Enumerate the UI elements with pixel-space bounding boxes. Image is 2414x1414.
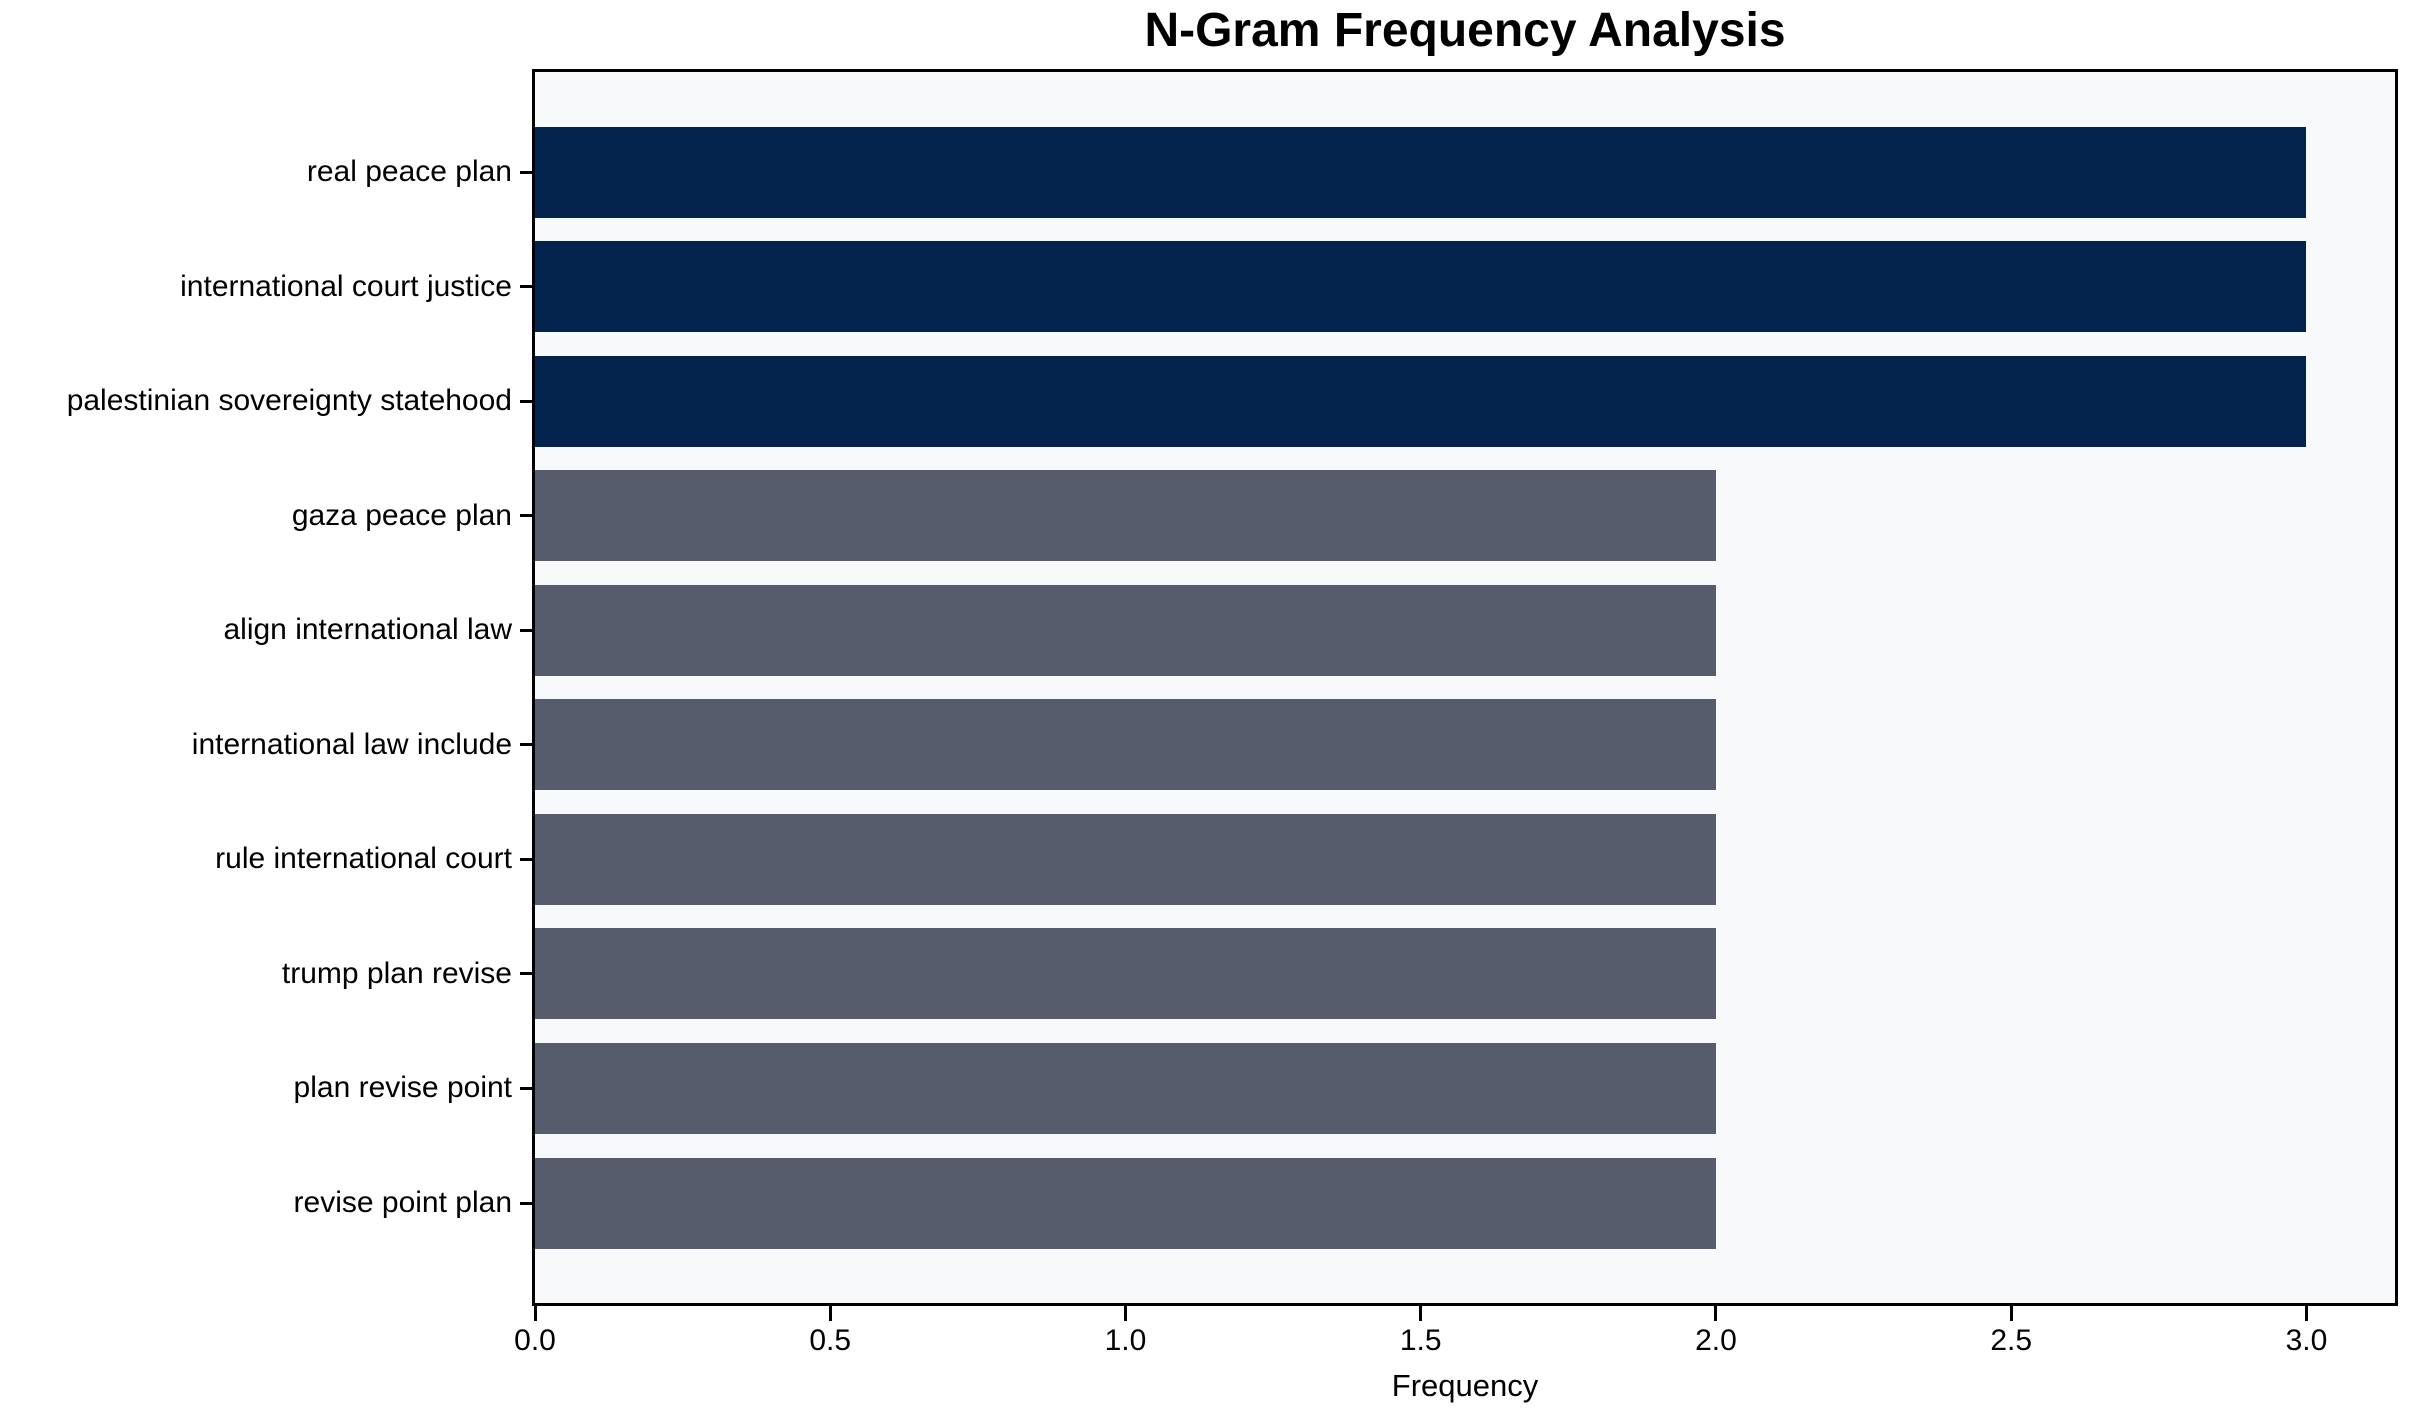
y-tick-mark — [520, 170, 534, 174]
plot-area — [532, 69, 2398, 1306]
y-tick-mark — [520, 743, 534, 747]
bar-real-peace-plan — [535, 126, 2307, 218]
x-tick-mark — [828, 1306, 832, 1321]
x-tick-mark — [1714, 1306, 1718, 1321]
x-tick-mark — [2304, 1306, 2308, 1321]
y-tick-label: international law include — [191, 727, 512, 761]
bar-international-court-justice — [535, 241, 2307, 333]
y-tick-mark — [520, 285, 534, 289]
x-tick-label: 1.0 — [1104, 1324, 1147, 1357]
x-tick-label: 2.5 — [1990, 1324, 2033, 1357]
y-tick-label: real peace plan — [306, 155, 512, 188]
x-tick-mark — [533, 1306, 537, 1321]
bar-revise-point-plan — [535, 1157, 1716, 1249]
y-tick-label: international court justice — [180, 269, 512, 303]
y-tick-mark — [520, 628, 534, 632]
y-tick-label: plan revise point — [293, 1071, 512, 1105]
bar-trump-plan-revise — [535, 928, 1716, 1020]
bar-gaza-peace-plan — [535, 470, 1716, 562]
y-tick-label: trump plan revise — [281, 956, 512, 990]
x-tick-mark — [1123, 1306, 1127, 1321]
x-tick-mark — [2009, 1306, 2013, 1321]
bar-align-international-law — [535, 584, 1716, 676]
bar-palestinian-sovereignty-statehood — [535, 355, 2307, 447]
x-tick-label: 1.5 — [1399, 1324, 1442, 1357]
x-tick-label: 0.0 — [514, 1324, 556, 1357]
bar-plan-revise-point — [535, 1042, 1716, 1134]
chart-title: N-Gram Frequency Analysis — [1144, 4, 1786, 57]
x-axis-label: Frequency — [1391, 1368, 1539, 1403]
x-tick-mark — [1419, 1306, 1423, 1321]
y-tick-label: revise point plan — [293, 1186, 512, 1220]
x-tick-label: 2.0 — [1695, 1324, 1737, 1357]
y-tick-mark — [520, 514, 534, 518]
y-tick-label: gaza peace plan — [291, 498, 512, 532]
x-tick-label: 3.0 — [2285, 1324, 2328, 1357]
y-tick-label: palestinian sovereignty statehood — [66, 384, 512, 418]
y-tick-mark — [520, 972, 534, 976]
bar-international-law-include — [535, 699, 1716, 791]
y-tick-mark — [520, 1201, 534, 1205]
y-tick-mark — [520, 399, 534, 403]
y-tick-mark — [520, 1086, 534, 1090]
y-tick-label: align international law — [223, 613, 512, 647]
x-tick-label: 0.5 — [809, 1324, 852, 1357]
bar-rule-international-court — [535, 813, 1716, 905]
y-tick-mark — [520, 857, 534, 861]
y-tick-label: rule international court — [215, 842, 512, 876]
